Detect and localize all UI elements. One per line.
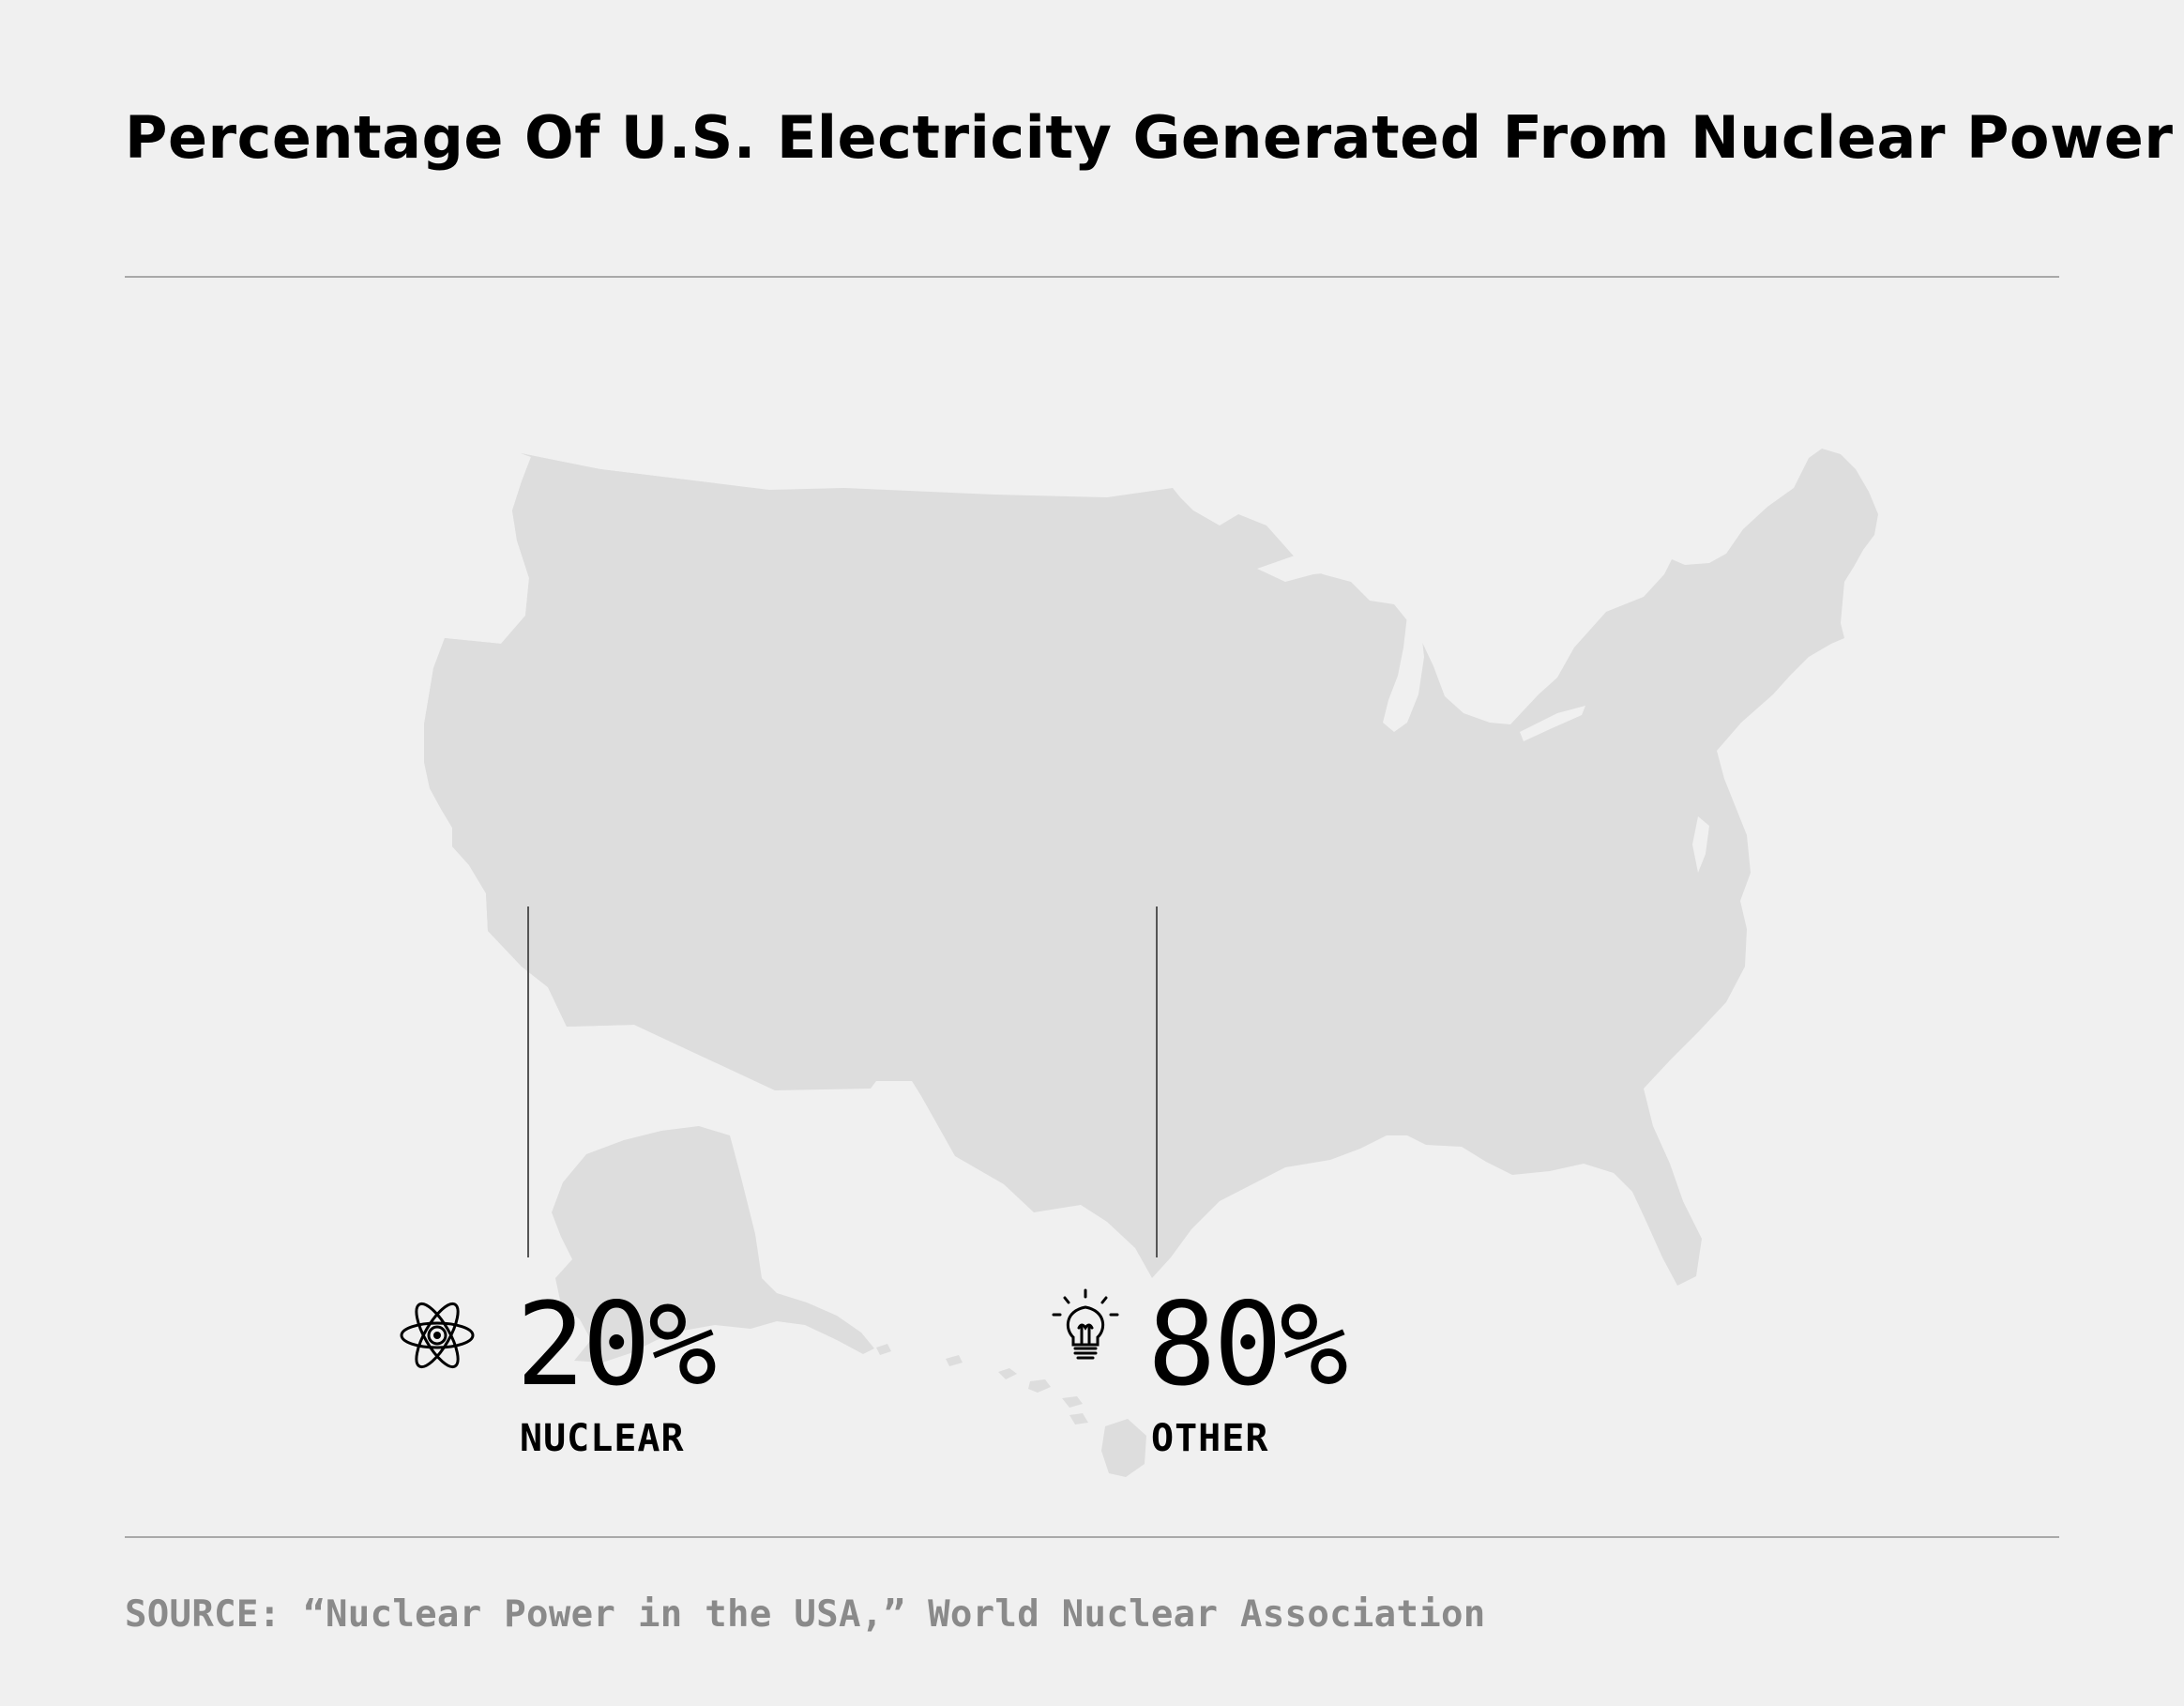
lake-huron <box>1464 638 1497 694</box>
alaska-island <box>876 1344 891 1355</box>
chart-title: Percentage Of U.S. Electricity Generated… <box>125 103 2174 172</box>
lake-superior <box>1257 548 1400 582</box>
lightbulb-icon <box>1052 1288 1119 1360</box>
nuclear-label: NUCLEAR <box>520 1417 685 1460</box>
nuclear-value: 20% <box>516 1278 717 1411</box>
lake-erie <box>1520 706 1585 741</box>
us-contiguous-shape <box>424 449 1878 1286</box>
bottom-divider <box>125 1536 2059 1538</box>
alaska-shape <box>552 1126 874 1363</box>
other-value: 80% <box>1147 1278 1348 1411</box>
top-divider <box>125 276 2059 278</box>
source-note: SOURCE: “Nuclear Power in the USA,” Worl… <box>125 1593 1486 1636</box>
lake-michigan <box>1383 601 1424 732</box>
atom-icon <box>400 1302 475 1369</box>
hawaii-shape <box>946 1355 1146 1477</box>
chesapeake-bay <box>1692 816 1709 873</box>
other-label: OTHER <box>1151 1417 1269 1460</box>
